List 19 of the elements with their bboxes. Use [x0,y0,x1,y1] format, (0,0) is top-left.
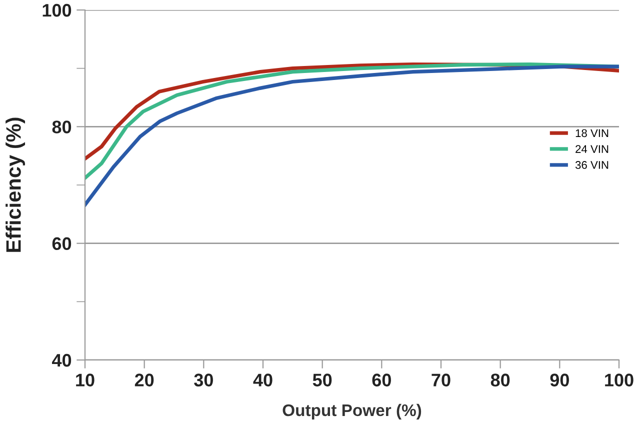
x-tick-label: 30 [194,374,213,386]
x-tick-label: 10 [76,374,94,386]
y-tick-label: 60 [52,237,72,250]
x-axis-title: Output Power (%) [282,404,422,420]
x-tick-label: 90 [550,374,569,386]
x-tick-label: 20 [134,374,154,386]
y-tick-label: 100 [42,4,72,17]
legend-label: 36 VIN [575,161,608,169]
x-tick-label: 70 [432,374,450,386]
legend-label: 24 VIN [576,145,608,153]
x-tick-label: 80 [490,374,510,386]
y-tick-label: 80 [52,120,72,134]
x-tick-label: 100 [605,374,634,386]
y-tick-label: 40 [52,354,72,367]
x-tick-label: 50 [312,374,332,386]
x-tick-label: 60 [372,374,391,386]
x-tick-label: 40 [253,374,272,386]
y-axis-title: Efficiency (%) [6,118,26,252]
legend-label: 18 VIN [576,129,608,138]
